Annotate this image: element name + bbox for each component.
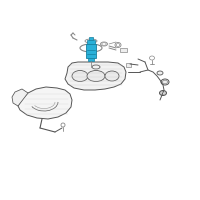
Polygon shape — [65, 62, 126, 90]
Bar — [120, 48, 127, 52]
Ellipse shape — [160, 90, 166, 96]
Polygon shape — [12, 89, 28, 106]
Bar — [89, 37, 93, 40]
Bar — [88, 58, 94, 61]
Bar — [86, 44, 96, 58]
Ellipse shape — [72, 71, 88, 82]
Ellipse shape — [105, 71, 119, 81]
Ellipse shape — [157, 71, 163, 75]
Bar — [126, 63, 131, 67]
Ellipse shape — [161, 79, 169, 85]
Ellipse shape — [87, 71, 105, 82]
Polygon shape — [18, 87, 72, 119]
Bar — [87, 40, 95, 44]
